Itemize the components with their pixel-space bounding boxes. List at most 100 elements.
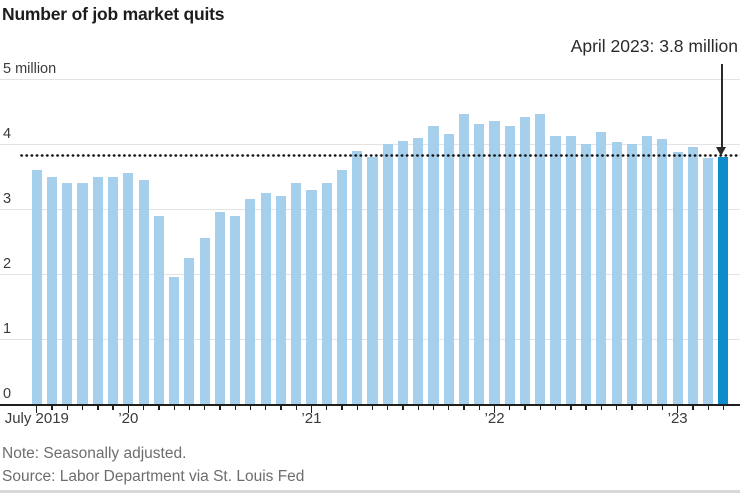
x-tick-label: ’21	[301, 410, 322, 427]
bar	[397, 140, 409, 404]
annotation-arrow-head	[716, 147, 726, 156]
bar	[321, 183, 332, 404]
bar	[31, 170, 42, 404]
axis-tick	[356, 406, 358, 410]
axis-tick	[341, 406, 343, 410]
axis-tick	[295, 406, 297, 410]
x-tick-label: ’20	[118, 410, 139, 427]
bar	[367, 157, 378, 404]
bar	[214, 212, 225, 404]
y-tick-label: 2	[3, 256, 12, 272]
axis-tick	[417, 406, 419, 410]
chart-title: Number of job market quits	[2, 4, 225, 24]
chart-note: Note: Seasonally adjusted.	[2, 445, 187, 462]
bar	[92, 176, 103, 404]
bar	[275, 196, 286, 404]
axis-tick	[219, 406, 221, 410]
axis-tick	[36, 406, 38, 413]
axis-tick	[646, 406, 648, 410]
axis-tick	[127, 406, 130, 413]
x-tick-label: July 2019	[4, 410, 69, 427]
axis-tick	[524, 406, 526, 410]
bar	[535, 114, 546, 404]
axis-tick	[707, 406, 709, 410]
axis-tick	[692, 406, 694, 410]
axis-tick	[463, 406, 465, 410]
bar	[626, 144, 637, 404]
axis-tick	[448, 406, 450, 410]
bar	[642, 136, 653, 404]
bar	[352, 150, 363, 404]
bar	[474, 123, 485, 404]
bar	[428, 126, 439, 404]
gridline	[0, 144, 740, 145]
bar	[672, 152, 683, 404]
axis-tick	[432, 406, 435, 410]
bar	[657, 139, 668, 404]
bar	[580, 144, 592, 404]
bar	[504, 126, 515, 404]
bar	[46, 176, 58, 404]
axis-tick	[112, 406, 114, 410]
annotation-label: April 2023: 3.8 million	[570, 36, 738, 56]
axis-tick	[478, 406, 480, 410]
axis-tick	[509, 406, 511, 410]
axis-tick	[585, 406, 587, 410]
bar	[550, 135, 561, 404]
y-tick-label: 3	[3, 191, 12, 207]
axis-tick	[310, 406, 313, 413]
axis-tick	[66, 406, 68, 410]
axis-tick	[371, 406, 374, 410]
annotation-arrow-line	[721, 64, 723, 148]
axis-tick	[249, 406, 252, 410]
axis-tick	[326, 406, 328, 410]
axis-tick	[539, 406, 541, 410]
bar	[260, 192, 271, 404]
axis-tick	[402, 406, 404, 410]
axis-tick	[97, 406, 99, 410]
y-tick-label: 1	[3, 321, 12, 337]
bar	[77, 183, 88, 404]
bar	[245, 199, 256, 404]
bar	[565, 136, 576, 404]
bar	[443, 134, 454, 404]
bar	[291, 183, 302, 404]
axis-tick	[616, 406, 618, 410]
bar	[153, 215, 164, 404]
bar	[382, 144, 393, 404]
bar	[336, 170, 348, 404]
axis-tick	[280, 406, 282, 410]
axis-tick	[661, 406, 664, 410]
bar	[458, 114, 470, 404]
axis-tick	[173, 406, 175, 410]
axis-tick	[234, 406, 236, 410]
gridline	[0, 79, 740, 80]
axis-tick	[204, 406, 206, 410]
bar	[169, 277, 180, 404]
bar	[107, 176, 119, 404]
bar	[519, 117, 531, 404]
axis-tick	[143, 406, 145, 410]
axis-tick	[722, 406, 725, 410]
bar	[184, 257, 195, 404]
y-tick-label: 4	[3, 126, 12, 142]
axis-tick	[387, 406, 389, 410]
axis-tick	[554, 406, 557, 410]
bar	[687, 147, 698, 404]
y-tick-label: 5 million	[3, 61, 57, 77]
bar	[596, 132, 607, 404]
axis-tick	[631, 406, 633, 410]
axis-tick	[600, 406, 603, 410]
axis-tick	[81, 406, 84, 410]
axis-tick	[677, 406, 679, 413]
axis-tick	[493, 406, 496, 413]
bar	[611, 142, 622, 404]
x-axis-line	[0, 404, 740, 406]
bar	[413, 137, 424, 404]
bar	[230, 215, 241, 404]
bar	[123, 173, 134, 404]
bar	[138, 179, 149, 404]
bar	[199, 238, 210, 404]
y-tick-label: 0	[3, 386, 12, 402]
